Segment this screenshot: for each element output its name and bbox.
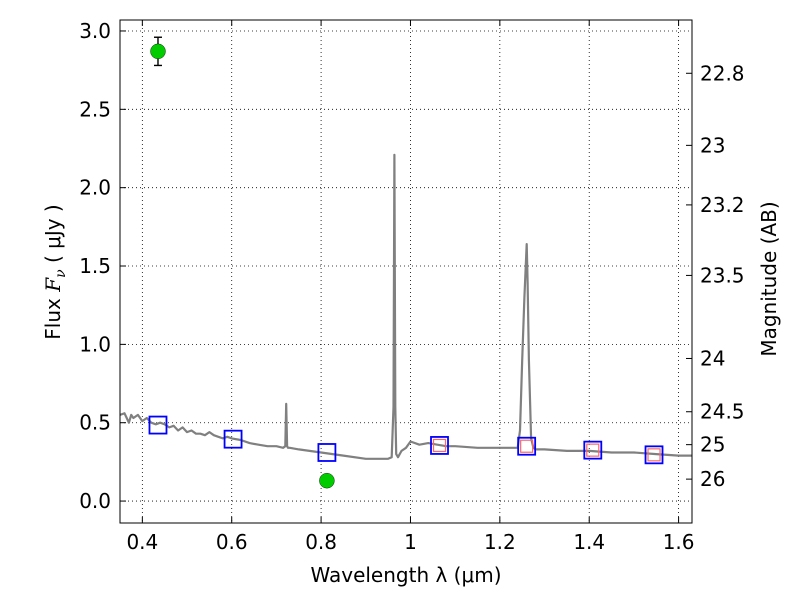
- x-axis-label: Wavelength λ (μm): [310, 563, 501, 587]
- plot-frame: [119, 19, 693, 524]
- x-tick-label: 1: [404, 530, 417, 554]
- y2-tick-label: 25: [700, 433, 725, 457]
- observed-flux-point: [319, 472, 335, 489]
- y-tick-label: 2.5: [79, 97, 111, 121]
- y-tick-label: 1.5: [79, 254, 111, 278]
- model-photometry-marker: [317, 443, 337, 462]
- y2-axis-label: Magnitude (AB): [757, 201, 781, 356]
- y-tick-label: 0.5: [79, 411, 111, 435]
- model-photometry-marker: [430, 436, 449, 455]
- model-photometry-marker: [644, 445, 664, 465]
- x-tick-label: 1.6: [663, 530, 695, 554]
- model-photometry-inner-marker: [647, 448, 661, 462]
- grid-lines: [120, 20, 692, 523]
- y2-tick-label: 22.8: [700, 61, 745, 85]
- x-tick-label: 0.4: [126, 530, 158, 554]
- y-tick-label: 0.0: [79, 489, 111, 513]
- model-photometry-inner-marker: [586, 443, 600, 457]
- model-photometry-inner-marker: [432, 438, 447, 453]
- model-photometry-marker: [148, 415, 168, 435]
- y-axis-label: Flux Fν ( μJy ): [41, 204, 69, 339]
- observed-flux-point: [150, 43, 166, 60]
- y2-tick-label: 23.2: [700, 193, 745, 217]
- y-tick-label: 3.0: [79, 19, 111, 43]
- x-tick-label: 1.2: [484, 530, 516, 554]
- y-tick-label: 2.0: [79, 176, 111, 200]
- y2-tick-label: 23.5: [700, 263, 745, 287]
- series-layer: [119, 36, 692, 489]
- model-photometry-marker: [517, 436, 537, 456]
- model-photometry-marker: [583, 440, 603, 460]
- spectrum-line: [119, 153, 692, 460]
- model-photometry-inner-marker: [520, 439, 534, 453]
- x-tick-label: 0.8: [305, 530, 337, 554]
- x-tick-label: 1.4: [573, 530, 605, 554]
- y2-tick-label: 24: [700, 346, 725, 370]
- x-tick-label: 0.6: [216, 530, 248, 554]
- model-photometry-marker: [223, 429, 243, 449]
- y-tick-label: 1.0: [79, 332, 111, 356]
- tick-layer: 0.4 0.6 0.8 1 1.2 1.4 1.6 0.0 0.5 1.0 1.5 2.0 2.5 3.0…: [79, 19, 744, 554]
- y2-tick-label: 23: [700, 133, 725, 157]
- y2-tick-label: 26: [700, 467, 725, 491]
- y2-tick-label: 24.5: [700, 400, 745, 424]
